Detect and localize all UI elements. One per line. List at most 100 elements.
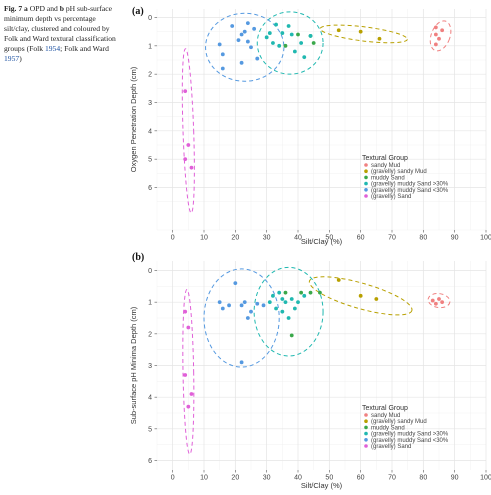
panel-a-data-point — [299, 41, 304, 45]
panel-b-data-point — [430, 298, 435, 303]
panel-b-data-point — [308, 290, 313, 295]
panel-b-legend-swatch — [364, 413, 368, 417]
panel-b-cluster-ellipse — [308, 276, 413, 316]
panel-b-legend-swatch — [364, 438, 368, 442]
caption-panel-b: b — [59, 4, 64, 13]
panel-b-data-point — [437, 297, 441, 301]
panel-a-data-point — [245, 21, 250, 26]
caption-citation-1954[interactable]: 1954 — [44, 44, 61, 53]
panel-a-data-point — [236, 38, 241, 43]
panel-a-data-point — [183, 157, 188, 162]
panel-a-data-point — [283, 43, 288, 48]
panel-b-data-point — [286, 316, 291, 320]
panel-b-data-point — [186, 404, 191, 409]
caption-fig-label: Fig. 7 — [4, 4, 23, 13]
panel-a-legend-swatch — [364, 188, 368, 192]
panel-a-legend-swatch — [364, 181, 368, 186]
panel-b-x-tick-label: 20 — [231, 475, 239, 482]
panel-a-legend-entry: (gravelly) Sand — [371, 194, 411, 200]
panel-a-x-tick-label: 90 — [451, 235, 459, 242]
panel-b-y-axis-title: Sub-surface pH Minima Depth (cm) — [129, 306, 138, 424]
panel-a-label: (a) — [132, 6, 144, 17]
panel-a-x-tick-label: 20 — [231, 235, 239, 242]
panel-a-legend-entry: (gravelly) sandy Mud — [371, 169, 427, 175]
panel-b-legend-swatch — [364, 444, 368, 448]
panel-a-data-point — [264, 35, 269, 40]
panel-b-x-tick-label: 100 — [480, 475, 491, 482]
panel-b-legend-entry: sandy Mud — [371, 413, 400, 419]
caption-citation-1957[interactable]: 1957 — [4, 54, 20, 63]
caption-panel-a: a — [24, 4, 28, 13]
panel-a-x-tick-label: 40 — [294, 235, 302, 242]
panel-a-data-point — [252, 26, 257, 31]
panel-b-y-tick-label: 0 — [148, 268, 152, 275]
panel-b-data-point — [186, 325, 191, 330]
panel-b-x-tick-label: 80 — [419, 475, 427, 482]
panel-a-data-point — [437, 36, 441, 41]
panel-a-y-tick-label: 1 — [148, 43, 152, 50]
panel-b-legend-entry: muddy Sand — [371, 425, 405, 431]
panel-b-data-point — [217, 300, 222, 305]
panel-b-y-tick-label: 1 — [148, 300, 152, 307]
panel-a-data-point — [280, 31, 285, 35]
panel-a-legend-title: Textural Group — [362, 155, 408, 162]
panel-b-data-point — [280, 309, 285, 314]
panel-b-data-point — [271, 293, 275, 298]
panel-b-y-tick-label: 5 — [148, 426, 152, 433]
panel-b-y-tick-label: 2 — [148, 331, 152, 338]
panel-a-cluster-ellipse — [256, 11, 324, 75]
panel-a-y-tick-label: 3 — [148, 100, 152, 107]
panel-b-x-tick-label: 10 — [200, 475, 208, 482]
panel-a-data-point — [433, 32, 438, 37]
panel-a-data-point — [255, 56, 260, 61]
panel-a-x-tick-label: 30 — [263, 235, 271, 242]
panel-b-data-point — [283, 290, 288, 295]
panel-b-cluster-ellipse — [203, 268, 280, 368]
panel-a-data-point — [289, 32, 294, 37]
panel-b-data-point — [267, 300, 272, 305]
panel-b-cluster-ellipse — [427, 293, 451, 309]
panel-a-data-point — [433, 42, 438, 47]
panel-b-label: (b) — [132, 252, 145, 263]
panel-a-data-point — [358, 29, 363, 34]
panel-b-cluster-ellipse — [182, 289, 195, 455]
panel-b-data-point — [242, 300, 247, 305]
panel-b-x-tick-label: 90 — [451, 475, 459, 482]
panel-a-x-tick-label: 0 — [171, 235, 175, 242]
panel-b-data-point — [239, 360, 244, 365]
panel-a-data-point — [239, 60, 244, 65]
panel-a-cluster-ellipse — [181, 48, 195, 214]
panel-b-data-point — [292, 306, 297, 311]
panel-b-data-point — [299, 290, 304, 295]
panel-a-legend-entry: (gravelly) muddy Sand >30% — [371, 182, 449, 188]
panel-a-data-point — [242, 29, 247, 34]
panel-a-data-point — [433, 25, 438, 30]
panel-a-data-point — [440, 28, 445, 33]
panel-a-data-point — [292, 49, 297, 54]
panel-b-legend-swatch — [364, 425, 368, 430]
panel-a-data-point — [189, 165, 194, 170]
panel-b-data-point — [220, 306, 225, 311]
panel-b-data-point — [274, 306, 278, 311]
panel-a-legend-entry: sandy Mud — [371, 163, 400, 169]
panel-a-data-point — [308, 34, 313, 38]
panel-a-x-tick-label: 60 — [357, 235, 365, 242]
panel-b-y-tick-label: 6 — [148, 458, 152, 465]
panel-a-data-point — [271, 41, 275, 45]
panel-a-cluster-ellipse — [429, 20, 452, 52]
panel-b-data-point — [296, 300, 300, 305]
panel-a-data-point — [286, 24, 291, 28]
panel-b-data-point — [289, 333, 294, 338]
panel-a-data-point — [311, 41, 316, 45]
caption-text-1: OPD and — [27, 4, 60, 13]
panel-b-legend-entry: (gravelly) sandy Mud — [371, 419, 427, 425]
panel-a-data-point — [220, 52, 225, 57]
panel-a-x-axis-title: Silt/Clay (%) — [301, 237, 343, 246]
panel-a-data-point — [277, 43, 282, 48]
panel-a-data-point — [336, 28, 341, 33]
panel-a-data-point — [249, 45, 253, 50]
panel-b-data-point — [233, 281, 238, 286]
panel-b-data-point — [318, 290, 322, 295]
panel-a-x-tick-label: 100 — [480, 235, 491, 242]
